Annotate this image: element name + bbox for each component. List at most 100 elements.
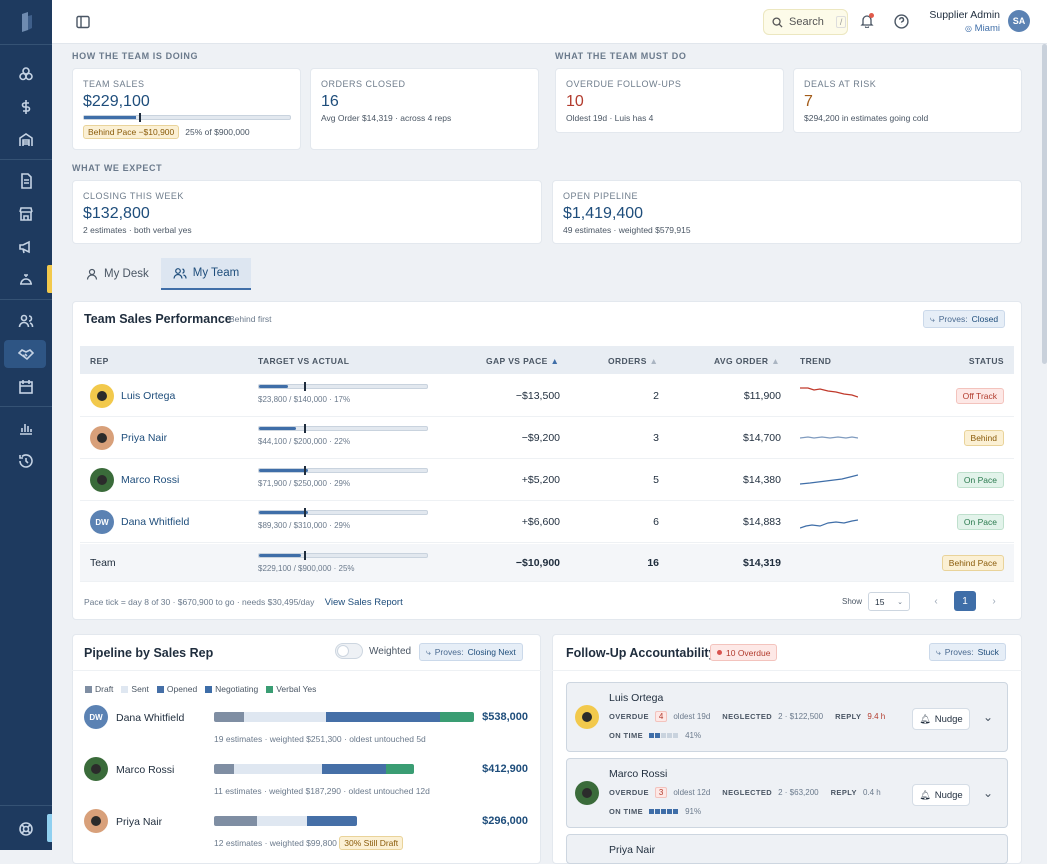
kpi-card-overdue[interactable]: OVERDUE FOLLOW-UPS 10 Oldest 19d · Luis … — [555, 68, 784, 133]
pipeline-stacked-bar — [214, 712, 474, 722]
proves-arrow-icon: ⤷ — [936, 646, 941, 657]
expand-chevron-icon[interactable]: ⌄ — [983, 710, 994, 724]
pipeline-rep-row[interactable]: Marco Rossi $412,900 11 estimates · weig… — [84, 757, 530, 807]
nudge-button[interactable]: 🔔︎ Nudge — [912, 784, 970, 806]
pipeline-legend: Draft Sent Opened Negotiating Verbal Yes — [85, 684, 316, 694]
page-button-current[interactable]: 1 — [954, 591, 976, 611]
col-rep[interactable]: REP — [90, 356, 109, 366]
estimates-label: estimates · weighted — [225, 734, 304, 744]
rep-name-link[interactable]: Dana Whitfield — [121, 516, 190, 528]
notification-dot — [869, 13, 874, 18]
avatar — [575, 705, 599, 729]
tab-my-desk[interactable]: My Desk — [74, 258, 161, 290]
draft-warning-badge: 30% Still Draft — [339, 836, 404, 850]
app-logo-icon[interactable] — [14, 10, 38, 34]
kpi-card-orders-closed[interactable]: ORDERS CLOSED 16 Avg Order $14,319 · acr… — [310, 68, 539, 150]
store-icon[interactable] — [16, 204, 36, 224]
modules-icon[interactable] — [16, 64, 36, 84]
target-progress-bar — [258, 551, 428, 560]
target-progress-bar — [258, 466, 428, 475]
rep-name-link[interactable]: Marco Rossi — [121, 474, 180, 486]
weighted-label: Weighted — [369, 646, 412, 657]
kpi-label: CLOSING THIS WEEK — [83, 191, 184, 201]
kpi-card-closing[interactable]: CLOSING THIS WEEK $132,800 2 estimates ·… — [72, 180, 542, 244]
pace-badge: Behind Pace −$10,900 — [83, 125, 180, 139]
col-orders[interactable]: ORDERS ▲ — [608, 356, 658, 366]
table-row[interactable]: Marco Rossi $71,900 / $250,000 · 29% +$5… — [80, 459, 1014, 501]
next-page-button[interactable]: › — [983, 591, 1005, 611]
followup-card[interactable]: Marco Rossi OVERDUE 3 oldest 12d NEGLECT… — [566, 758, 1008, 828]
followup-metrics: OVERDUE 3 oldest 12d NEGLECTED 2 · $63,2… — [609, 787, 881, 798]
support-icon[interactable] — [16, 819, 36, 839]
progress-fill — [259, 469, 308, 472]
document-icon[interactable] — [16, 171, 36, 191]
user-name[interactable]: Supplier Admin — [929, 9, 1000, 21]
help-icon[interactable] — [894, 14, 909, 29]
target-text: $44,100 / $200,000 · 22% — [258, 437, 351, 446]
pipeline-segment-4 — [440, 712, 474, 722]
rep-name-link[interactable]: Luis Ortega — [121, 390, 176, 402]
proves-prefix: Proves: — [434, 647, 464, 657]
pace-tick — [303, 508, 306, 517]
dollar-icon[interactable] — [16, 97, 36, 117]
kpi-sub: Oldest 19d · Luis has 4 — [566, 113, 654, 123]
avg-order-value: $14,319 — [743, 557, 781, 569]
proves-badge-closed[interactable]: ⤷ Proves: Closed — [923, 310, 1006, 328]
megaphone-icon[interactable] — [16, 237, 36, 257]
pipeline-segment-1 — [234, 764, 322, 774]
proves-arrow-icon: ⤷ — [930, 313, 935, 324]
progress-fill — [259, 511, 308, 514]
pace-tick — [303, 551, 306, 560]
col-target[interactable]: TARGET VS ACTUAL — [258, 356, 350, 366]
user-avatar[interactable]: SA — [1008, 10, 1030, 32]
table-row[interactable]: Priya Nair $44,100 / $200,000 · 22% −$9,… — [80, 417, 1014, 459]
weighted-toggle[interactable] — [335, 643, 363, 659]
nudge-button[interactable]: 🔔︎ Nudge — [912, 708, 970, 730]
handshake-icon[interactable] — [16, 344, 36, 364]
ontime-square — [673, 733, 679, 738]
tab-my-team[interactable]: My Team — [160, 258, 252, 290]
service-bell-icon[interactable] — [16, 270, 36, 290]
ontime-square — [649, 809, 655, 814]
proves-badge-stuck[interactable]: ⤷ Proves: Stuck — [929, 643, 1006, 661]
view-sales-report-link[interactable]: View Sales Report — [324, 597, 403, 608]
search-button[interactable]: Search / — [763, 9, 848, 35]
prev-page-button[interactable]: ‹ — [925, 591, 947, 611]
col-avg-label: AVG ORDER — [714, 356, 769, 366]
weighted-value: $251,300 — [306, 734, 342, 744]
pipeline-rep-row[interactable]: Priya Nair $296,000 12 estimates · weigh… — [84, 809, 530, 859]
kpi-card-team-sales[interactable]: TEAM SALES $229,100 Behind Pace −$10,900… — [72, 68, 301, 150]
page-size-select[interactable]: 15 ⌄ — [868, 592, 910, 611]
expand-chevron-icon[interactable]: ⌄ — [983, 786, 994, 800]
avg-order-value: $11,900 — [743, 390, 781, 402]
pace-tick — [303, 466, 306, 475]
weighted-value: $99,800 — [306, 838, 337, 848]
warehouse-icon[interactable] — [16, 130, 36, 150]
users-icon[interactable] — [16, 311, 36, 331]
followup-card[interactable]: Luis Ortega OVERDUE 4 oldest 19d NEGLECT… — [566, 682, 1008, 752]
kpi-card-pipeline[interactable]: OPEN PIPELINE $1,419,400 49 estimates · … — [552, 180, 1022, 244]
notifications-button[interactable] — [860, 13, 876, 30]
kpi-value: $132,800 — [83, 205, 150, 222]
followup-card[interactable]: Priya Nair — [566, 834, 1008, 864]
page-scrollbar[interactable] — [1042, 44, 1047, 364]
table-row[interactable]: Luis Ortega $23,800 / $140,000 · 17% −$1… — [80, 375, 1014, 417]
kpi-sub: $294,200 in estimates going cold — [804, 113, 929, 123]
target-text: $89,300 / $310,000 · 29% — [258, 521, 351, 530]
bar-chart-icon[interactable] — [16, 418, 36, 438]
col-trend: TREND — [800, 356, 832, 366]
proves-badge-closing-next[interactable]: ⤷ Proves: Closing Next — [419, 643, 523, 661]
sidebar-toggle-icon[interactable] — [76, 15, 90, 29]
history-icon[interactable] — [16, 451, 36, 471]
col-gap[interactable]: GAP VS PACE ▲ — [486, 356, 559, 366]
avatar: DW — [84, 705, 108, 729]
top-bar: Search / Supplier Admin ◎ Miami SA — [52, 0, 1047, 44]
kpi-card-deals-risk[interactable]: DEALS AT RISK 7 $294,200 in estimates go… — [793, 68, 1022, 133]
search-label: Search — [789, 16, 824, 28]
pipeline-rep-row[interactable]: DW Dana Whitfield $538,000 19 estimates … — [84, 705, 530, 755]
calendar-icon[interactable] — [16, 377, 36, 397]
rep-name-link[interactable]: Priya Nair — [121, 432, 168, 444]
table-row[interactable]: DW Dana Whitfield $89,300 / $310,000 · 2… — [80, 501, 1014, 543]
col-avg[interactable]: AVG ORDER ▲ — [714, 356, 780, 366]
ontime-square — [667, 809, 673, 814]
